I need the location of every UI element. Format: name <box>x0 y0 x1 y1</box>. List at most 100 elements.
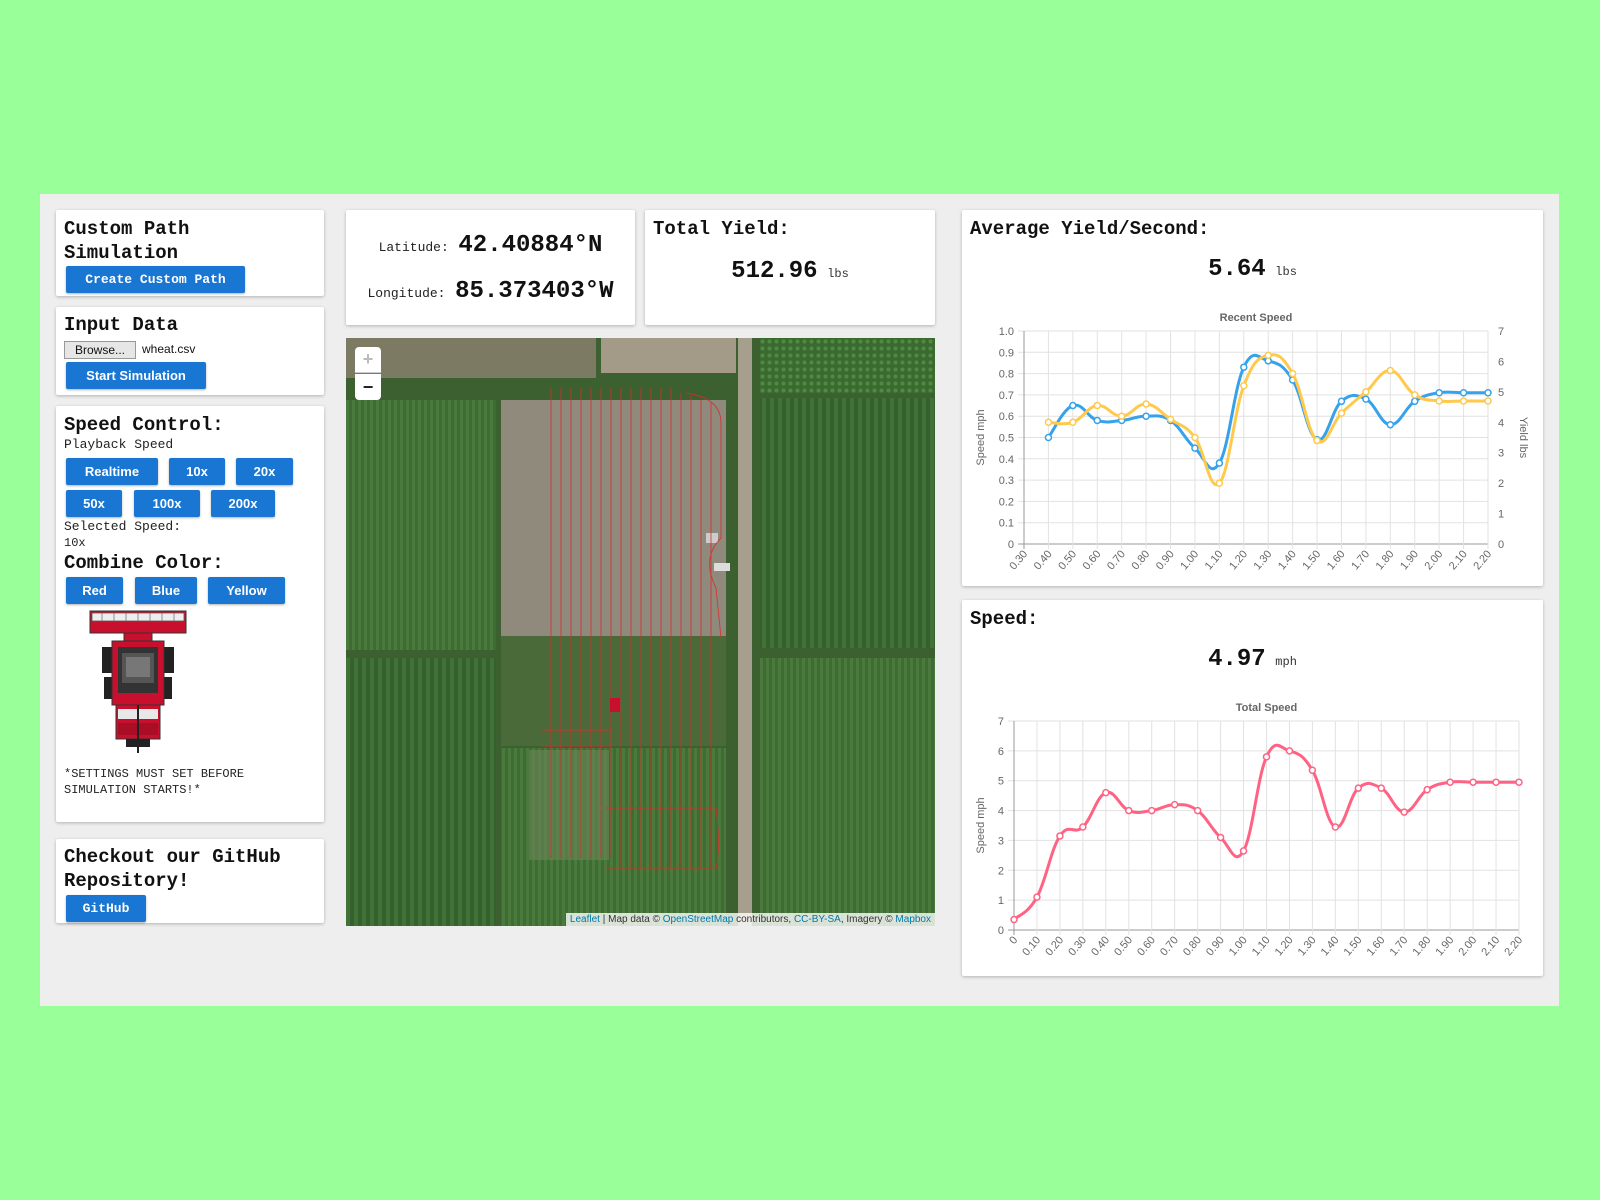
data-point <box>1423 785 1431 794</box>
data-point <box>1515 778 1523 786</box>
x-tick-label: 1.90 <box>1433 934 1456 958</box>
data-point <box>1337 397 1346 406</box>
data-point <box>1308 766 1317 775</box>
x-tick-label: 1.80 <box>1411 934 1434 958</box>
data-point <box>1469 778 1477 786</box>
y-tick-label: 6 <box>998 746 1004 758</box>
speed-10x-button[interactable]: 10x <box>169 458 225 485</box>
data-point <box>1484 397 1492 405</box>
data-point <box>1386 420 1395 429</box>
x-tick-label: 1.80 <box>1374 548 1397 572</box>
attribution-text-3: , Imagery © <box>840 914 896 925</box>
y-tick-label: 0.1 <box>999 518 1014 530</box>
x-tick-label: 0.30 <box>1007 548 1030 572</box>
color-red-button[interactable]: Red <box>66 577 123 604</box>
leaflet-link[interactable]: Leaflet <box>569 914 600 925</box>
settings-note: *SETTINGS MUST SET BEFORE SIMULATION STA… <box>64 767 245 797</box>
data-point <box>1044 433 1053 442</box>
zoom-in-button[interactable]: + <box>355 347 381 373</box>
x-tick-label: 1.20 <box>1227 548 1250 572</box>
color-blue-button[interactable]: Blue <box>135 577 197 604</box>
color-yellow-button[interactable]: Yellow <box>208 577 285 604</box>
speed-title: Speed: <box>970 608 1039 630</box>
x-tick-label: 2.20 <box>1502 934 1525 958</box>
data-point <box>1215 479 1224 487</box>
x-tick-label: 0.50 <box>1056 548 1079 572</box>
selected-speed-label: Selected Speed: <box>64 519 182 534</box>
x-tick-label: 1.50 <box>1300 548 1323 572</box>
latitude-label: Latitude: <box>378 240 449 255</box>
github-button[interactable]: GitHub <box>66 895 146 922</box>
satellite-imagery <box>346 338 935 926</box>
x-tick-label: 1.70 <box>1349 548 1372 572</box>
total-yield-row: 512.96 lbs <box>645 258 935 285</box>
github-card: Checkout our GitHub Repository! GitHub <box>56 839 324 923</box>
x-tick-label: 2.00 <box>1422 548 1445 572</box>
y-axis-label: Speed mph <box>975 797 987 853</box>
y2-axis-label: Yield lbs <box>1517 417 1529 459</box>
y2-tick-label: 7 <box>1498 326 1504 338</box>
longitude-row: Longitude: 85.373403°W <box>346 278 635 305</box>
y2-tick-label: 4 <box>1498 417 1504 429</box>
custom-path-title: Custom Path Simulation <box>64 218 190 264</box>
x-tick-label: 0.20 <box>1043 934 1066 958</box>
data-point <box>1044 418 1053 427</box>
browse-button[interactable]: Browse... <box>64 341 136 359</box>
recent-speed-chart: Recent Speed 0 0.1 0.2 0.3 0.4 0.5 0.6 0.7 0.8 0.9… <box>975 312 1529 572</box>
speed-200x-button[interactable]: 200x <box>211 490 275 517</box>
custom-path-card: Custom Path Simulation Create Custom Pat… <box>56 210 324 296</box>
selected-speed-value: 10x <box>64 536 86 550</box>
speed-card: Speed: 4.97 mph Total Speed 0 1 2 3 4 5 6 7 0 0.10… <box>962 600 1543 976</box>
chart-title: Total Speed <box>1236 702 1298 714</box>
avg-yield-row: 5.64 lbs <box>962 256 1543 283</box>
longitude-label: Longitude: <box>367 286 446 301</box>
x-tick-label: 1.40 <box>1276 548 1299 572</box>
y2-tick-label: 5 <box>1498 387 1504 399</box>
data-point <box>1102 788 1110 797</box>
y-tick-label: 5 <box>998 776 1004 788</box>
speed-realtime-button[interactable]: Realtime <box>66 458 158 485</box>
osm-link[interactable]: OpenStreetMap <box>662 914 734 925</box>
mapbox-link[interactable]: Mapbox <box>895 914 931 925</box>
speed-100x-button[interactable]: 100x <box>134 490 200 517</box>
speed-control-title: Speed Control: <box>64 414 224 436</box>
data-point <box>1093 416 1102 425</box>
start-simulation-button[interactable]: Start Simulation <box>66 362 206 389</box>
speed-20x-button[interactable]: 20x <box>236 458 293 485</box>
y-tick-label: 0 <box>998 925 1004 937</box>
map-attribution: Leaflet | Map data © OpenStreetMap contr… <box>565 913 935 926</box>
app-container: Custom Path Simulation Create Custom Pat… <box>40 194 1559 1006</box>
create-custom-path-button[interactable]: Create Custom Path <box>66 266 245 293</box>
data-point <box>1193 806 1202 815</box>
y-tick-label: 0.4 <box>999 454 1014 466</box>
map[interactable]: + − Leaflet | Map data © OpenStreetMap c… <box>346 338 935 926</box>
total-yield-title: Total Yield: <box>653 218 790 240</box>
coordinates-card: Latitude: 42.40884°N Longitude: 85.37340… <box>346 210 635 325</box>
combine-color-title: Combine Color: <box>64 552 224 574</box>
x-tick-label: 2.00 <box>1456 934 1479 958</box>
avg-yield-title: Average Yield/Second: <box>970 218 1210 240</box>
x-tick-label: 1.00 <box>1227 934 1250 958</box>
y-tick-label: 0.9 <box>999 347 1014 359</box>
x-tick-label: 1.50 <box>1342 934 1365 958</box>
speed-unit: mph <box>1275 655 1297 669</box>
y-tick-label: 1.0 <box>999 326 1014 338</box>
total-yield-unit: lbs <box>827 267 849 281</box>
y-tick-label: 0.2 <box>999 496 1014 508</box>
x-tick-label: 2.10 <box>1447 548 1470 572</box>
speed-control-card: Speed Control: Playback Speed Realtime 1… <box>56 406 324 822</box>
data-point <box>1459 389 1468 397</box>
avg-yield-value: 5.64 <box>1208 256 1266 283</box>
y-tick-label: 0 <box>1008 539 1014 551</box>
y-tick-label: 4 <box>998 806 1004 818</box>
data-point <box>1240 363 1248 371</box>
y-tick-label: 0.5 <box>999 433 1014 445</box>
zoom-out-button[interactable]: − <box>355 374 381 400</box>
y-tick-label: 0.8 <box>999 369 1014 381</box>
x-tick-label: 0.50 <box>1112 934 1135 958</box>
speed-50x-button[interactable]: 50x <box>66 490 122 517</box>
license-link[interactable]: CC-BY-SA <box>793 914 841 925</box>
data-point <box>1069 418 1077 427</box>
x-tick-label: 1.60 <box>1365 934 1388 958</box>
x-tick-label: 0.90 <box>1154 548 1177 572</box>
